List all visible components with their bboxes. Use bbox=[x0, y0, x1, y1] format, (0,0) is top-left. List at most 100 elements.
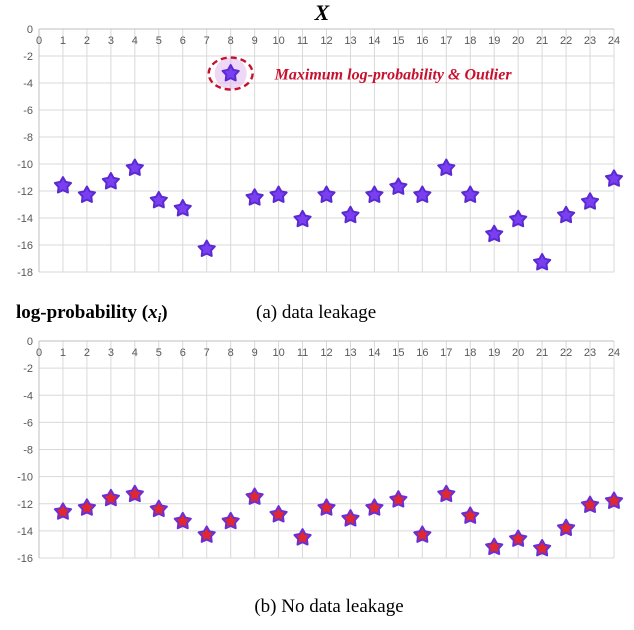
x-tick-label: 12 bbox=[320, 347, 332, 359]
data-point-star bbox=[580, 192, 600, 210]
x-tick-label: 17 bbox=[440, 347, 452, 359]
data-point-star bbox=[245, 487, 264, 505]
data-point-star bbox=[413, 525, 432, 543]
x-tick-label: 0 bbox=[36, 35, 42, 47]
y-tick-label: -6 bbox=[23, 105, 33, 117]
data-point-star bbox=[365, 185, 384, 203]
data-point-star bbox=[485, 224, 504, 243]
data-point-star bbox=[77, 185, 96, 203]
y-tick-label: -4 bbox=[23, 390, 33, 402]
x-tick-label: 9 bbox=[252, 35, 258, 47]
data-point-star bbox=[149, 499, 168, 518]
x-tick-label: 23 bbox=[584, 35, 596, 47]
y-label-subscript: i bbox=[158, 310, 162, 325]
data-point-star bbox=[197, 239, 216, 257]
x-tick-label: 18 bbox=[464, 347, 476, 359]
x-tick-label: 21 bbox=[536, 347, 548, 359]
x-tick-label: 10 bbox=[272, 35, 284, 47]
data-point-star bbox=[604, 169, 624, 187]
data-point-star bbox=[245, 188, 264, 206]
data-point-star bbox=[293, 528, 312, 546]
data-point-star bbox=[173, 199, 192, 217]
data-point-star bbox=[580, 495, 600, 513]
x-tick-label: 15 bbox=[392, 347, 404, 359]
data-point-star bbox=[341, 509, 360, 527]
x-tick-label: 14 bbox=[368, 347, 380, 359]
x-tick-label: 8 bbox=[228, 347, 234, 359]
data-point-star bbox=[53, 176, 73, 194]
data-point-star bbox=[101, 172, 120, 190]
x-tick-label: 6 bbox=[180, 35, 186, 47]
outlier-dashed-circle bbox=[207, 56, 254, 91]
x-tick-label: 8 bbox=[228, 35, 234, 47]
x-tick-label: 16 bbox=[416, 35, 428, 47]
chart-b-no-data-leakage: 0 1 2 3 4 5 6 7 8 9 10 11 12 13 14 15 16 17 18 19 20 21 22 23 24… bbox=[17, 336, 624, 565]
x-tick-label: 20 bbox=[512, 347, 524, 359]
data-point-star bbox=[269, 185, 288, 203]
x-tick-label: 2 bbox=[84, 35, 90, 47]
y-tick-label: -18 bbox=[17, 267, 33, 279]
x-tick-label: 22 bbox=[560, 347, 572, 359]
data-point-star bbox=[533, 253, 552, 271]
x-tick-label: 19 bbox=[488, 347, 500, 359]
data-point-star bbox=[197, 525, 216, 543]
x-tick-label: 19 bbox=[488, 35, 500, 47]
caption-a: (a) data leakage bbox=[256, 302, 376, 323]
data-point-star bbox=[221, 64, 240, 82]
x-tick-label: 3 bbox=[108, 347, 114, 359]
x-tick-label: 9 bbox=[252, 347, 258, 359]
data-point-star bbox=[317, 498, 336, 516]
data-point-star bbox=[317, 185, 336, 203]
data-point-star bbox=[389, 490, 408, 508]
x-tick-label: 2 bbox=[84, 347, 90, 359]
data-point-star bbox=[53, 502, 73, 520]
x-tick-label: 1 bbox=[60, 35, 66, 47]
x-tick-label: 18 bbox=[464, 35, 476, 47]
data-point-star bbox=[604, 491, 624, 509]
x-tick-label: 1 bbox=[60, 347, 66, 359]
y-axis-label: log-probability (xi) bbox=[16, 302, 168, 325]
data-point-star bbox=[173, 511, 192, 530]
y-tick-label: -12 bbox=[17, 186, 33, 198]
x-tick-label: 13 bbox=[344, 35, 356, 47]
x-tick-label: 11 bbox=[297, 35, 308, 47]
x-tick-label: 17 bbox=[440, 35, 452, 47]
annotation-label: Maximum log-probability & Outlier bbox=[274, 67, 513, 84]
data-point-star bbox=[365, 498, 384, 516]
data-point-star bbox=[413, 185, 432, 203]
y-label-var: x bbox=[147, 302, 158, 323]
data-point-star bbox=[77, 498, 96, 516]
x-tick-label: 7 bbox=[204, 35, 210, 47]
data-point-star bbox=[557, 205, 576, 224]
x-tick-label: 14 bbox=[368, 35, 380, 47]
data-point-star bbox=[221, 511, 240, 530]
x-tick-label: 5 bbox=[156, 347, 162, 359]
y-tick-label: -8 bbox=[23, 445, 33, 457]
data-point-star bbox=[533, 539, 552, 557]
x-tick-label: 4 bbox=[132, 347, 138, 359]
caption-b: (b) No data leakage bbox=[254, 596, 403, 617]
y-tick-label: 0 bbox=[27, 24, 33, 36]
y-tick-label: 0 bbox=[27, 336, 33, 348]
x-tick-label: 5 bbox=[156, 35, 162, 47]
data-point-star bbox=[461, 185, 480, 203]
x-tick-label: 16 bbox=[416, 347, 428, 359]
y-label-close: ) bbox=[161, 302, 167, 323]
data-point-star bbox=[125, 158, 144, 176]
x-axis-title: X bbox=[314, 0, 331, 25]
data-point-star bbox=[101, 488, 120, 507]
x-tick-label: 4 bbox=[132, 35, 138, 47]
x-tick-label: 22 bbox=[560, 35, 572, 47]
x-tick-label: 15 bbox=[392, 35, 404, 47]
data-point-star bbox=[125, 484, 144, 503]
x-tick-label: 7 bbox=[204, 347, 210, 359]
x-tick-label: 24 bbox=[608, 347, 620, 359]
data-point-star bbox=[341, 205, 360, 224]
data-point-star bbox=[461, 506, 480, 524]
data-point-star bbox=[437, 158, 456, 176]
data-point-star bbox=[485, 537, 504, 556]
x-tick-label: 21 bbox=[536, 35, 548, 47]
x-tick-label: 23 bbox=[584, 347, 596, 359]
data-point-star bbox=[509, 529, 528, 547]
